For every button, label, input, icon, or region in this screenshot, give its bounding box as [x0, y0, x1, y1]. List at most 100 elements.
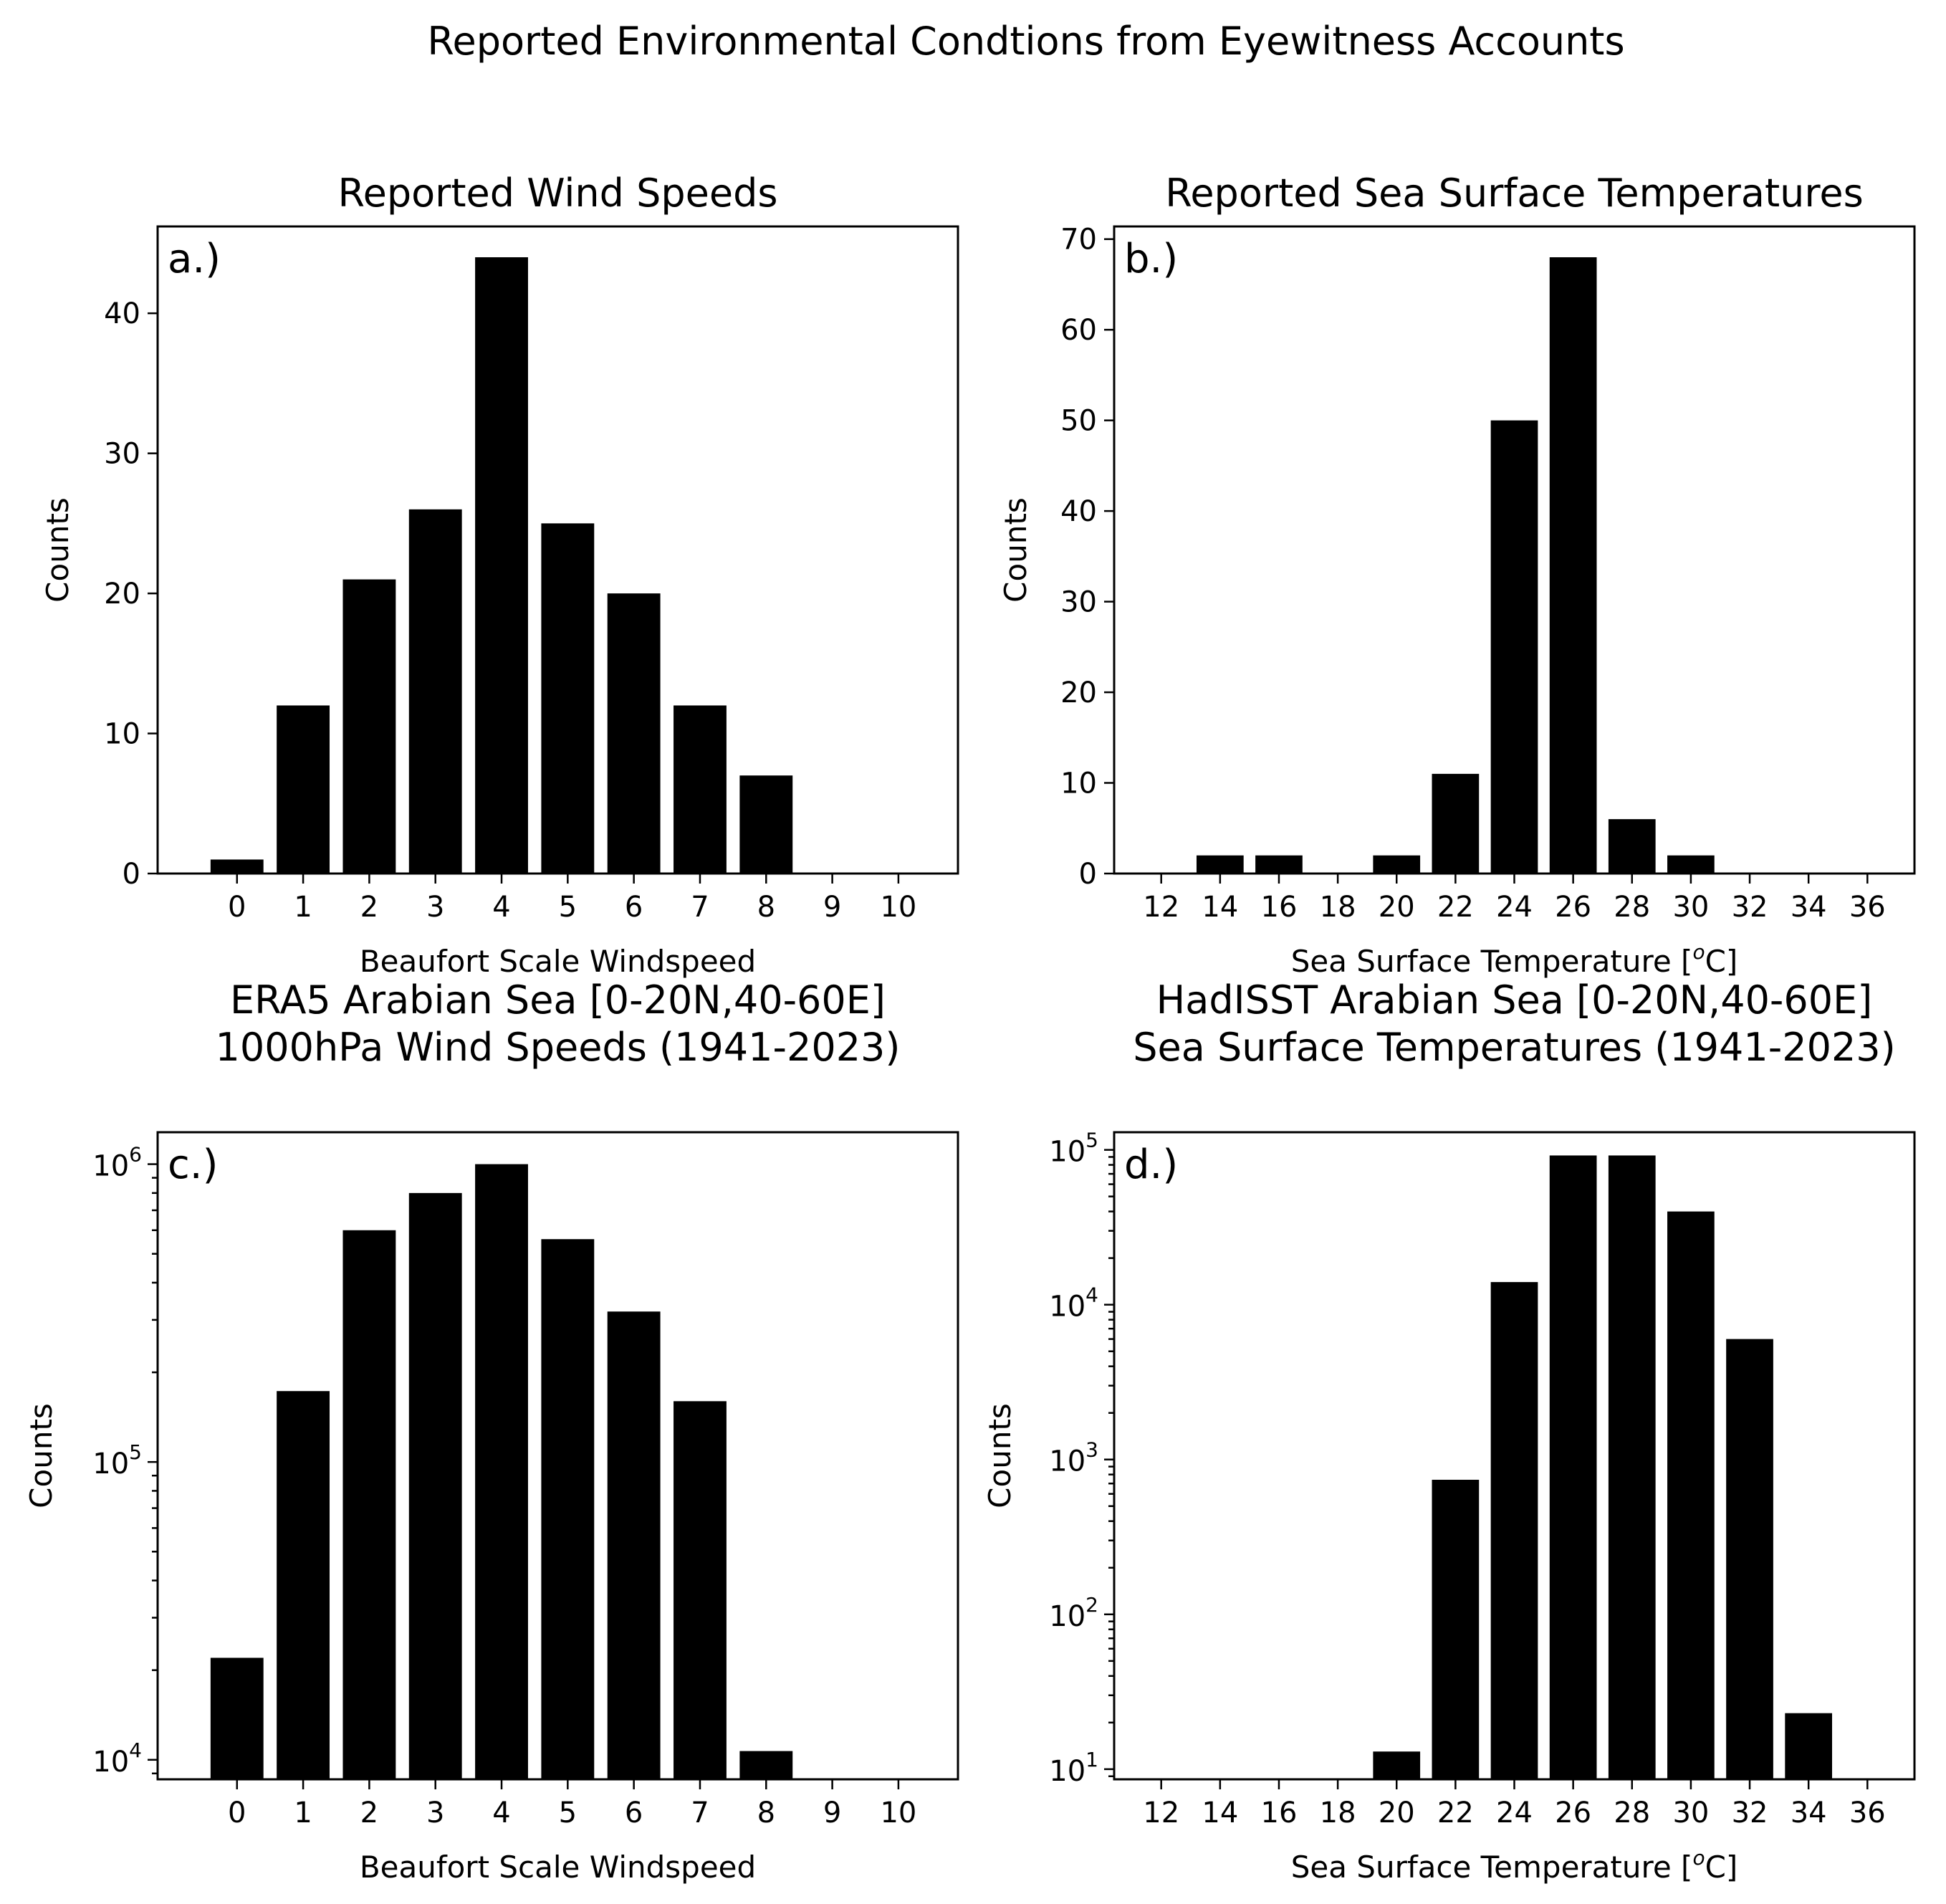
panel-tag: a.) [168, 236, 221, 282]
x-tick-label: 32 [1732, 1797, 1768, 1829]
x-tick-label: 32 [1732, 891, 1768, 924]
x-tick-label: 16 [1261, 1797, 1298, 1829]
x-tick-label: 22 [1437, 891, 1474, 924]
x-tick-label: 1 [294, 1797, 312, 1829]
x-tick-label: 8 [757, 1797, 775, 1829]
bar [408, 509, 462, 874]
bar [475, 257, 528, 874]
x-axis-label: Sea Surface Temperature [oC] [1291, 1846, 1738, 1885]
bar [408, 1192, 462, 1779]
bar [739, 1751, 793, 1779]
x-tick-label: 9 [823, 891, 841, 924]
y-tick-label: 106 [92, 1143, 142, 1183]
bar [607, 593, 661, 874]
bar [1432, 1479, 1480, 1779]
x-tick-label: 24 [1496, 1797, 1533, 1829]
bar [674, 1401, 727, 1779]
panel-title: Reported Wind Speeds [338, 171, 778, 216]
panel-tag: d.) [1124, 1142, 1178, 1188]
bar [1432, 773, 1480, 874]
y-tick-label: 30 [104, 438, 140, 471]
y-tick-label: 50 [1060, 405, 1097, 438]
x-tick-label: 5 [559, 891, 577, 924]
figure-suptitle: Reported Environmental Condtions from Ey… [427, 19, 1624, 64]
panel-title: ERA5 Arabian Sea [0-20N,40-60E] [230, 977, 886, 1023]
y-tick-label: 20 [104, 578, 140, 611]
x-axis-label: Sea Surface Temperature [oC] [1291, 940, 1738, 979]
x-tick-label: 34 [1791, 891, 1827, 924]
y-tick-label: 70 [1060, 224, 1097, 257]
x-tick-label: 5 [559, 1797, 577, 1829]
x-tick-label: 0 [228, 1797, 246, 1829]
y-tick-label: 40 [104, 297, 140, 330]
y-axis-label: Counts [40, 497, 75, 603]
y-tick-label: 105 [92, 1440, 142, 1480]
x-tick-label: 1 [294, 891, 312, 924]
bar [210, 1657, 264, 1779]
x-tick-label: 4 [492, 891, 510, 924]
bar [475, 1164, 528, 1779]
y-tick-label: 30 [1060, 586, 1097, 619]
bar [674, 705, 727, 874]
y-tick-label: 0 [123, 858, 140, 891]
y-tick-label: 10 [104, 718, 140, 751]
bar [1549, 257, 1597, 874]
bar [210, 859, 264, 874]
x-tick-label: 20 [1379, 891, 1415, 924]
x-tick-label: 7 [691, 1797, 709, 1829]
x-tick-label: 10 [880, 1797, 916, 1829]
y-tick-label: 103 [1049, 1438, 1098, 1478]
x-tick-label: 22 [1437, 1797, 1474, 1829]
x-tick-label: 30 [1672, 1797, 1709, 1829]
x-axis-label: Beaufort Scale Windspeed [360, 1850, 756, 1885]
x-tick-label: 2 [360, 891, 378, 924]
x-tick-label: 14 [1202, 891, 1238, 924]
bar [342, 1230, 396, 1779]
plot-frame [156, 1131, 959, 1781]
y-tick-label: 60 [1060, 314, 1097, 347]
x-tick-label: 18 [1320, 891, 1356, 924]
x-tick-label: 18 [1320, 1797, 1356, 1829]
x-tick-label: 6 [625, 1797, 643, 1829]
panel-title: Reported Sea Surface Temperatures [1165, 171, 1864, 216]
bar [1255, 855, 1303, 874]
panel-title: HadISST Arabian Sea [0-20N,40-60E] [1156, 977, 1873, 1023]
bar [1196, 855, 1244, 874]
bar [1667, 1211, 1715, 1779]
bar [1608, 1155, 1656, 1779]
x-tick-label: 4 [492, 1797, 510, 1829]
panel-tag: c.) [168, 1142, 218, 1188]
y-tick-label: 40 [1060, 495, 1097, 528]
x-tick-label: 6 [625, 891, 643, 924]
x-tick-label: 12 [1143, 1797, 1179, 1829]
plot-frame [156, 225, 959, 875]
y-tick-label: 105 [1049, 1129, 1098, 1169]
bar [1490, 1282, 1538, 1779]
bar [1608, 819, 1656, 874]
y-tick-label: 20 [1060, 676, 1097, 709]
bar [1785, 1713, 1833, 1779]
bar [1549, 1155, 1597, 1779]
panel-title: Sea Surface Temperatures (1941-2023) [1133, 1025, 1895, 1070]
x-tick-label: 14 [1202, 1797, 1238, 1829]
x-tick-label: 30 [1672, 891, 1709, 924]
bar [739, 775, 793, 874]
x-tick-label: 26 [1555, 1797, 1591, 1829]
bar [541, 523, 595, 874]
x-tick-label: 7 [691, 891, 709, 924]
bar [1667, 855, 1715, 874]
bar [1490, 420, 1538, 874]
x-tick-label: 3 [426, 1797, 444, 1829]
x-tick-label: 9 [823, 1797, 841, 1829]
y-axis-label: Counts [998, 497, 1033, 603]
x-tick-label: 26 [1555, 891, 1591, 924]
x-tick-label: 0 [228, 891, 246, 924]
bar [277, 1391, 330, 1779]
x-tick-label: 16 [1261, 891, 1298, 924]
y-tick-label: 10 [1060, 767, 1097, 800]
x-tick-label: 12 [1143, 891, 1179, 924]
x-tick-label: 8 [757, 891, 775, 924]
y-tick-label: 101 [1049, 1748, 1098, 1788]
x-tick-label: 20 [1379, 1797, 1415, 1829]
